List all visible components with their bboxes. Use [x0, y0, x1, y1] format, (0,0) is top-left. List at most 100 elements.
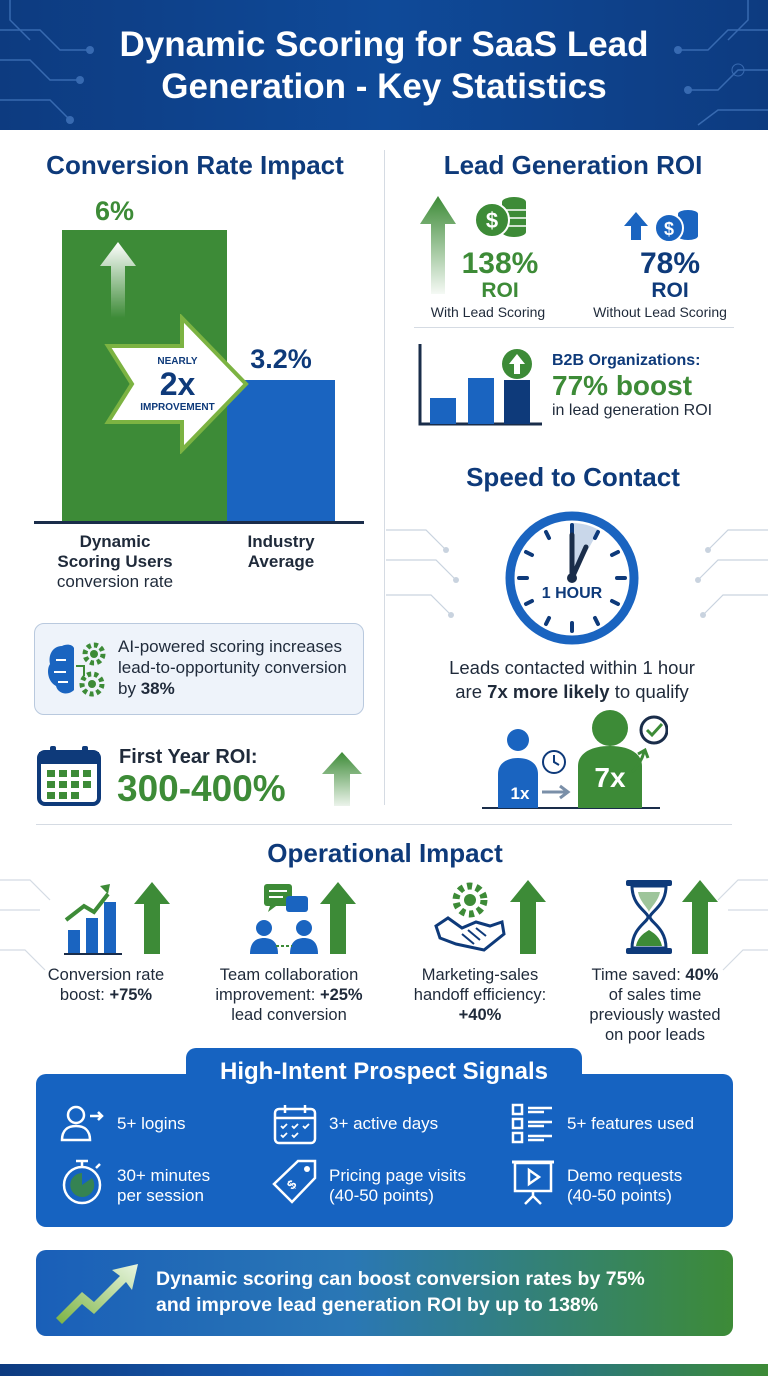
- signal-demo-line2: (40-50 points): [567, 1186, 672, 1205]
- team-collaboration-icon: [250, 882, 356, 954]
- demo-presentation-icon: [512, 1160, 554, 1205]
- speed-section-title: Speed to Contact: [466, 462, 680, 492]
- header-banner: Dynamic Scoring for SaaS Lead Generation…: [0, 0, 768, 130]
- signal-minutes-line2: per session: [117, 1186, 204, 1205]
- improvement-arrow-callout: [104, 314, 249, 454]
- summary-line2: and improve lead generation ROI by up to…: [156, 1294, 599, 1316]
- ai-brain-gears-icon: [48, 642, 106, 697]
- svg-text:$: $: [486, 208, 498, 233]
- roi-with-value: 138%: [461, 247, 539, 280]
- op1-line1: Conversion rate: [47, 966, 165, 984]
- person-comparison-icon: [482, 710, 668, 809]
- hourglass-icon: [626, 880, 718, 954]
- op2-line1: Team collaboration: [219, 966, 359, 984]
- clock-label: 1 HOUR: [541, 585, 603, 602]
- op3-line3-bold: +40%: [458, 1006, 502, 1024]
- speed-text-line2: are 7x more likely to qualify: [400, 680, 744, 704]
- circuit-decoration-right: [717, 879, 768, 971]
- signals-panel: [36, 1074, 733, 1227]
- b2b-description: in lead generation ROI: [552, 402, 713, 419]
- op2-line3: lead conversion: [231, 1006, 347, 1024]
- first-year-roi-value: 300-400%: [117, 768, 286, 809]
- stopwatch-icon: [62, 1159, 102, 1205]
- up-arrow-icon: [322, 752, 362, 806]
- op2-line2-pre: improvement:: [215, 986, 316, 1004]
- op4-line2: of sales time: [608, 986, 702, 1004]
- operational-item-2: Team collaboration improvement: +25% lea…: [200, 965, 378, 1025]
- callout-top-text: NEARLY: [157, 356, 198, 367]
- calendar-icon: [37, 746, 101, 806]
- money-coins-icon: $: [474, 197, 526, 238]
- signal-pricing-line1: Pricing page visits: [329, 1166, 467, 1185]
- op4-line1-pre: Time saved:: [591, 966, 681, 984]
- circuit-decoration-right: [674, 0, 768, 126]
- op4-line4: on poor leads: [605, 1026, 705, 1044]
- clock-icon: [505, 511, 639, 645]
- trend-arrow-icon: [56, 1264, 138, 1324]
- summary-line1: Dynamic scoring can boost conversion rat…: [156, 1268, 645, 1290]
- signal-demo-line1: Demo requests: [567, 1166, 683, 1185]
- industry-bar-label: Industry Average: [216, 532, 346, 572]
- b2b-label: B2B Organizations:: [552, 352, 701, 369]
- signal-minutes-line1: 30+ minutes: [117, 1166, 211, 1185]
- operational-item-4: Time saved: 40% of sales time previously…: [580, 965, 730, 1045]
- ai-scoring-callout: [34, 623, 364, 715]
- up-arrow-icon: [420, 196, 456, 294]
- industry-label-line1: Industry: [247, 532, 315, 551]
- callout-bottom-text: IMPROVEMENT: [140, 402, 215, 413]
- user-login-icon: [60, 1105, 104, 1142]
- up-arrow-icon: [100, 242, 136, 318]
- operational-item-1: Conversion rate boost: +75%: [30, 965, 182, 1005]
- handshake-icon: [434, 880, 546, 954]
- roi-without-unit: ROI: [651, 279, 689, 302]
- speed-text-pre: are: [455, 681, 483, 702]
- section-divider: [36, 824, 732, 825]
- dynamic-bar-label: Dynamic Scoring Users conversion rate: [40, 532, 190, 592]
- chart-axis: [34, 521, 364, 524]
- speed-text-line1: Leads contacted within 1 hour: [449, 657, 695, 678]
- signal-pricing-line2: (40-50 points): [329, 1186, 434, 1205]
- op4-line1-bold: 40%: [685, 966, 719, 984]
- bar-growth-chart-icon: [418, 344, 542, 426]
- op3-line1: Marketing-sales: [421, 966, 539, 984]
- roi-with-unit: ROI: [481, 279, 519, 302]
- callout-big-text: 2x: [159, 366, 196, 402]
- operational-section-title: Operational Impact: [267, 838, 503, 868]
- op2-line2-bold: +25%: [319, 986, 363, 1004]
- roi-divider: [414, 327, 734, 328]
- ai-scoring-text: AI-powered scoring increases lead-to-opp…: [118, 636, 358, 699]
- calendar-check-icon: [273, 1105, 317, 1145]
- dynamic-label-line3: conversion rate: [56, 572, 174, 591]
- signal-minutes: 30+ minutes per session: [117, 1166, 210, 1206]
- summary-text: Dynamic scoring can boost conversion rat…: [156, 1266, 726, 1318]
- ai-scoring-value: 38%: [140, 679, 175, 698]
- industry-average-bar: [227, 380, 335, 522]
- dynamic-label-line1: Dynamic: [79, 532, 151, 551]
- op3-line2: handoff efficiency:: [413, 986, 547, 1004]
- svg-text:$: $: [664, 219, 674, 239]
- summary-banner: [36, 1250, 733, 1336]
- b2b-value: 77% boost: [552, 370, 693, 401]
- conversion-section-title: Conversion Rate Impact: [46, 150, 344, 180]
- signal-demo-requests: Demo requests (40-50 points): [567, 1166, 682, 1206]
- signals-title: High-Intent Prospect Signals: [219, 1058, 549, 1085]
- op1-line2-bold: +75%: [109, 986, 153, 1004]
- speed-text-bold: 7x more likely: [487, 681, 610, 702]
- ai-scoring-description: AI-powered scoring increases lead-to-opp…: [118, 637, 347, 698]
- up-arrow-icon: [624, 212, 648, 240]
- money-coins-icon: $: [654, 210, 698, 243]
- b2b-stat: B2B Organizations: 77% boost in lead gen…: [552, 352, 742, 420]
- growth-chart-icon: [64, 882, 170, 955]
- big-badge-text: 7x: [594, 762, 626, 793]
- dynamic-label-line2: Scoring Users: [57, 552, 173, 571]
- operational-item-3: Marketing-sales handoff efficiency: +40%: [392, 965, 568, 1025]
- roi-without-label: Without Lead Scoring: [593, 304, 727, 320]
- page-title: Dynamic Scoring for SaaS Lead Generation…: [119, 25, 649, 106]
- circuit-decoration-left: [0, 879, 51, 971]
- signal-active-days: 3+ active days: [329, 1114, 439, 1133]
- svg-text:$: $: [284, 1176, 300, 1192]
- feature-list-icon: [511, 1103, 552, 1144]
- column-divider: [384, 150, 385, 805]
- bottom-accent-strip: [0, 1364, 768, 1376]
- roi-with-label: With Lead Scoring: [430, 304, 546, 320]
